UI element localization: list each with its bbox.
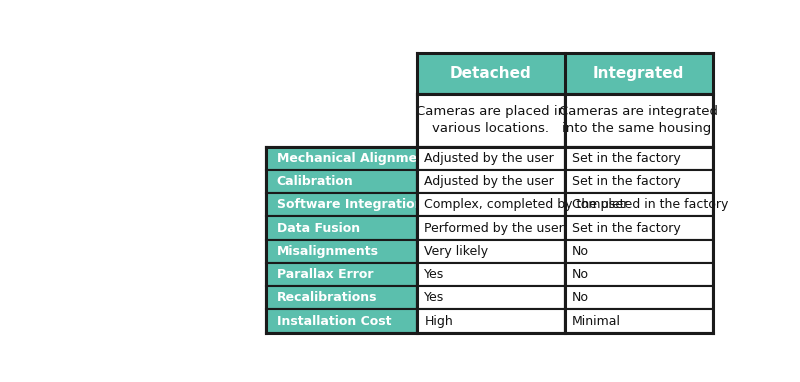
Text: Detached: Detached xyxy=(450,66,532,81)
Text: Yes: Yes xyxy=(425,291,445,304)
Text: Adjusted by the user: Adjusted by the user xyxy=(425,175,554,188)
Text: Software Integration: Software Integration xyxy=(277,198,423,211)
Text: Complex, completed by the user: Complex, completed by the user xyxy=(425,198,629,211)
Bar xyxy=(266,309,417,333)
Bar xyxy=(417,147,565,170)
Bar xyxy=(565,53,713,94)
Bar xyxy=(565,170,713,193)
Text: Set in the factory: Set in the factory xyxy=(572,175,681,188)
Bar xyxy=(417,286,565,309)
Text: Minimal: Minimal xyxy=(572,314,621,327)
Text: Integrated: Integrated xyxy=(593,66,684,81)
Bar xyxy=(565,286,713,309)
Bar xyxy=(266,193,417,217)
Text: Misalignments: Misalignments xyxy=(277,245,378,258)
Text: No: No xyxy=(572,291,589,304)
Text: Yes: Yes xyxy=(425,268,445,281)
Bar xyxy=(266,170,417,193)
Text: Completed in the factory: Completed in the factory xyxy=(572,198,729,211)
Text: Parallax Error: Parallax Error xyxy=(277,268,374,281)
Bar xyxy=(565,193,713,217)
Text: Data Fusion: Data Fusion xyxy=(277,222,360,235)
Bar xyxy=(417,309,565,333)
Text: Adjusted by the user: Adjusted by the user xyxy=(425,152,554,165)
Bar xyxy=(266,217,417,240)
Bar xyxy=(417,263,565,286)
Bar xyxy=(417,240,565,263)
Text: No: No xyxy=(572,245,589,258)
Bar xyxy=(266,147,417,170)
Bar xyxy=(417,53,565,94)
Text: Cameras are integrated
into the same housing.: Cameras are integrated into the same hou… xyxy=(559,105,718,135)
Text: Very likely: Very likely xyxy=(425,245,489,258)
Text: Recalibrations: Recalibrations xyxy=(277,291,378,304)
Bar xyxy=(266,263,417,286)
Bar xyxy=(417,193,565,217)
Bar xyxy=(565,240,713,263)
Text: Set in the factory: Set in the factory xyxy=(572,222,681,235)
Bar xyxy=(565,217,713,240)
Bar xyxy=(417,170,565,193)
Bar xyxy=(565,94,713,147)
Bar xyxy=(565,147,713,170)
Bar xyxy=(266,240,417,263)
Bar xyxy=(565,263,713,286)
Text: Cameras are placed in
various locations.: Cameras are placed in various locations. xyxy=(416,105,566,135)
Text: High: High xyxy=(425,314,453,327)
Bar xyxy=(565,309,713,333)
Text: Installation Cost: Installation Cost xyxy=(277,314,391,327)
Bar xyxy=(417,217,565,240)
Bar xyxy=(417,94,565,147)
Text: Set in the factory: Set in the factory xyxy=(572,152,681,165)
Bar xyxy=(266,53,417,94)
Text: Performed by the user: Performed by the user xyxy=(425,222,564,235)
Text: Calibration: Calibration xyxy=(277,175,354,188)
Text: Mechanical Alignment: Mechanical Alignment xyxy=(277,152,431,165)
Text: No: No xyxy=(572,268,589,281)
Bar xyxy=(266,94,417,147)
Bar xyxy=(266,286,417,309)
